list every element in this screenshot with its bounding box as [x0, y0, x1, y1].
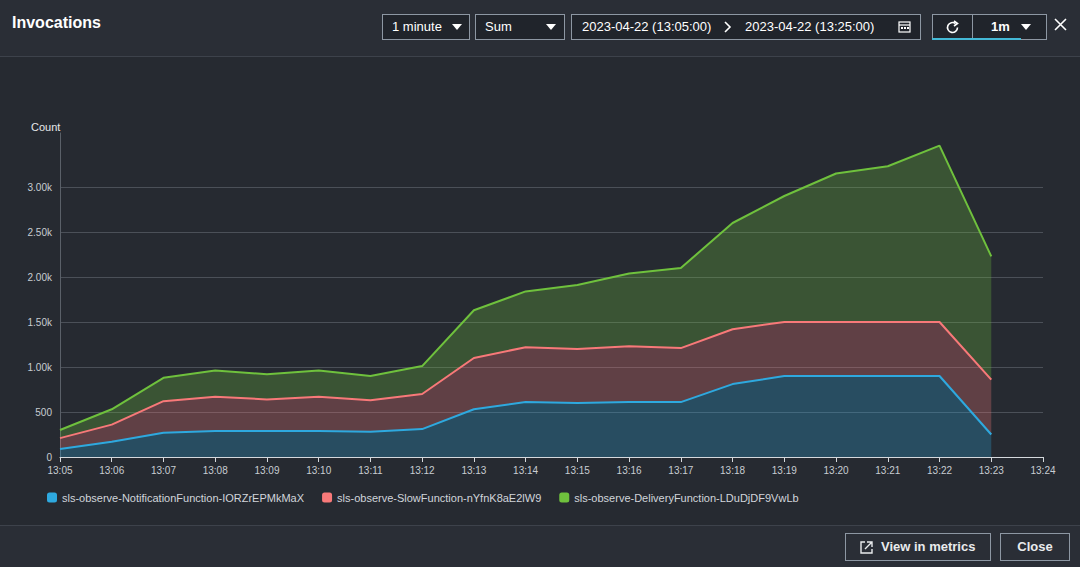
html-text:2023-04-22 (13:05:00): 2023-04-22 (13:05:00)	[582, 19, 712, 34]
svg-text:1.00k: 1.00k	[28, 362, 53, 373]
html-text:Close: Close	[1017, 539, 1053, 554]
svg-text:13:11: 13:11	[358, 465, 383, 476]
svg-text:13:07: 13:07	[151, 465, 176, 476]
svg-text:2.50k: 2.50k	[28, 227, 53, 238]
svg-text:3.00k: 3.00k	[28, 182, 53, 193]
svg-text:13:16: 13:16	[617, 465, 642, 476]
svg-text:13:06: 13:06	[99, 465, 124, 476]
html-text:View in metrics: View in metrics	[881, 539, 976, 554]
svg-text:13:18: 13:18	[720, 465, 745, 476]
html-text:2023-04-22 (13:25:00): 2023-04-22 (13:25:00)	[745, 19, 875, 34]
svg-text:0: 0	[46, 452, 52, 463]
svg-text:13:23: 13:23	[979, 465, 1004, 476]
html-text:1 minute: 1 minute	[392, 19, 442, 34]
svg-text:13:20: 13:20	[824, 465, 849, 476]
html-text:1m: 1m	[991, 19, 1010, 34]
svg-text:13:13: 13:13	[461, 465, 486, 476]
svg-text:13:09: 13:09	[254, 465, 279, 476]
svg-text:13:19: 13:19	[772, 465, 797, 476]
html-text:Sum: Sum	[485, 19, 512, 34]
html-text:Invocations: Invocations	[12, 14, 101, 31]
svg-text:13:08: 13:08	[203, 465, 228, 476]
svg-text:13:22: 13:22	[927, 465, 952, 476]
svg-text:13:24: 13:24	[1030, 465, 1055, 476]
svg-text:Count: Count	[31, 121, 60, 133]
svg-text:13:21: 13:21	[875, 465, 900, 476]
svg-text:13:05: 13:05	[47, 465, 72, 476]
svg-text:13:10: 13:10	[306, 465, 331, 476]
svg-text:13:17: 13:17	[668, 465, 693, 476]
svg-text:13:15: 13:15	[565, 465, 590, 476]
svg-text:500: 500	[35, 407, 52, 418]
svg-text:13:12: 13:12	[410, 465, 435, 476]
svg-text:sls-observe-DeliveryFunction-L: sls-observe-DeliveryFunction-LDuDjDF9VwL…	[574, 492, 798, 504]
svg-text:sls-observe-SlowFunction-nYfnK: sls-observe-SlowFunction-nYfnK8aE2lW9	[337, 492, 541, 504]
svg-text:2.00k: 2.00k	[28, 272, 53, 283]
svg-text:13:14: 13:14	[513, 465, 538, 476]
svg-text:sls-observe-NotificationFuncti: sls-observe-NotificationFunction-IORZrEP…	[62, 492, 305, 504]
svg-text:1.50k: 1.50k	[28, 317, 53, 328]
